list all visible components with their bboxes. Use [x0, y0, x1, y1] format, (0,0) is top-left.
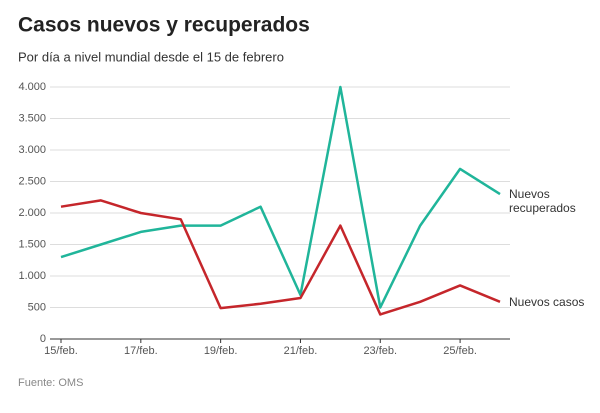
- y-tick-label: 3.500: [18, 112, 46, 124]
- x-tick-label: 23/feb.: [363, 345, 397, 357]
- y-tick-label: 2.500: [18, 175, 46, 187]
- y-tick-label: 4.000: [18, 81, 46, 93]
- series-label: Nuevos casos: [509, 294, 585, 309]
- chart-title: Casos nuevos y recuperados: [18, 14, 310, 37]
- y-tick-label: 500: [28, 301, 46, 313]
- series-line: [60, 199, 501, 316]
- series-label: Nuevos recuperados: [509, 187, 576, 216]
- source: Fuente: OMS: [18, 377, 83, 389]
- series-line: [60, 85, 501, 309]
- y-tick-label: 0: [40, 333, 46, 345]
- x-tick-label: 25/feb.: [443, 345, 477, 357]
- y-tick-label: 1.500: [18, 238, 46, 250]
- chart-subtitle: Por día a nivel mundial desde el 15 de f…: [18, 49, 284, 64]
- x-tick-label: 17/feb.: [124, 345, 158, 357]
- x-tick-label: 19/feb.: [204, 345, 238, 357]
- y-tick-label: 3.000: [18, 144, 46, 156]
- y-tick-label: 2.000: [18, 207, 46, 219]
- x-tick-label: 21/feb.: [284, 345, 318, 357]
- x-tick-label: 15/feb.: [44, 345, 78, 357]
- y-tick-label: 1.000: [18, 270, 46, 282]
